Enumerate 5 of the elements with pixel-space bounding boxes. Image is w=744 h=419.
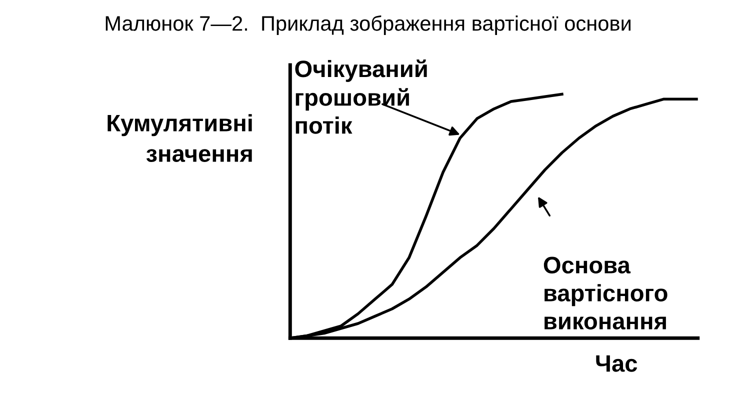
x-axis-title: Час bbox=[596, 355, 638, 372]
y-axis-title: Кумулятивні значення bbox=[108, 114, 252, 162]
chart-title: Малюнок 7—2. Приклад зображення вартісної основи bbox=[106, 15, 630, 35]
series-label: Очікуваний грошовий потік bbox=[295, 59, 427, 134]
text: Основа вартісного виконання bbox=[544, 256, 668, 330]
